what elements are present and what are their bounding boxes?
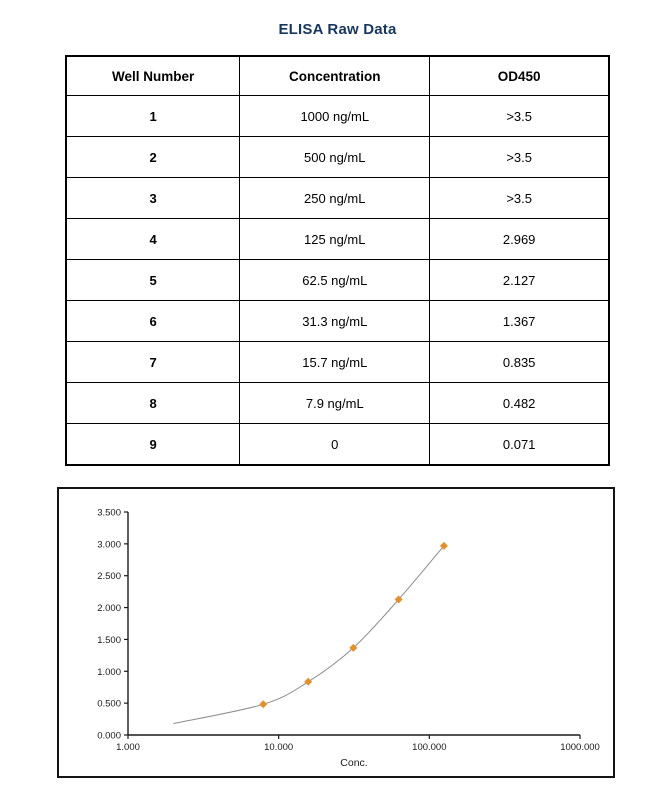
standard-curve-plot: 0.000 0.500 1.000 1.500 2.000 2.500 3.000 3.500…: [97, 508, 600, 770]
y-tick-label: 2.000: [97, 603, 121, 614]
table-row: 8 7.9 ng/mL 0.482: [65, 382, 610, 424]
x-axis-title: Conc.: [340, 757, 367, 769]
y-tick-label: 3.500: [97, 508, 121, 519]
standard-curve-chart: 0.000 0.500 1.000 1.500 2.000 2.500 3.000 3.500…: [57, 487, 615, 778]
table-header-row: Well Number Concentration OD450: [65, 55, 610, 96]
table-row: 9 0 0.071: [65, 423, 610, 466]
x-tick-label: 10.000: [264, 742, 293, 753]
well-number-cell: 3: [65, 177, 241, 219]
elisa-raw-data-table: Well Number Concentration OD450 1 1000 n…: [65, 55, 610, 466]
concentration-cell: 125 ng/mL: [239, 218, 431, 260]
od450-cell: >3.5: [429, 177, 610, 219]
od450-cell: >3.5: [429, 136, 610, 178]
x-tick-label: 1000.000: [560, 742, 600, 753]
od450-cell: 2.127: [429, 259, 610, 301]
col-header-concentration: Concentration: [239, 55, 431, 96]
od450-cell: 0.835: [429, 341, 610, 383]
y-tick-label: 2.500: [97, 571, 121, 582]
table-row: 2 500 ng/mL >3.5: [65, 136, 610, 178]
concentration-cell: 1000 ng/mL: [239, 95, 431, 137]
od450-cell: 0.482: [429, 382, 610, 424]
table-row: 7 15.7 ng/mL 0.835: [65, 341, 610, 383]
y-tick-label: 0.000: [97, 731, 121, 742]
well-number-cell: 2: [65, 136, 241, 178]
concentration-cell: 500 ng/mL: [239, 136, 431, 178]
x-tick-label: 1.000: [116, 742, 140, 753]
data-point-marker: [394, 595, 403, 604]
od450-cell: 0.071: [429, 423, 610, 466]
col-header-od450: OD450: [429, 55, 610, 96]
concentration-cell: 250 ng/mL: [239, 177, 431, 219]
table-row: 5 62.5 ng/mL 2.127: [65, 259, 610, 301]
table-row: 6 31.3 ng/mL 1.367: [65, 300, 610, 342]
well-number-cell: 5: [65, 259, 241, 301]
data-point-marker: [304, 677, 313, 686]
well-number-cell: 7: [65, 341, 241, 383]
page-title: ELISA Raw Data: [278, 21, 397, 38]
well-number-cell: 1: [65, 95, 241, 137]
table-row: 4 125 ng/mL 2.969: [65, 218, 610, 260]
data-point-marker: [259, 700, 268, 709]
y-tick-label: 3.000: [97, 539, 121, 550]
od450-cell: >3.5: [429, 95, 610, 137]
table-row: 3 250 ng/mL >3.5: [65, 177, 610, 219]
od450-cell: 2.969: [429, 218, 610, 260]
well-number-cell: 6: [65, 300, 241, 342]
concentration-cell: 31.3 ng/mL: [239, 300, 431, 342]
concentration-cell: 15.7 ng/mL: [239, 341, 431, 383]
x-tick-label: 100.000: [412, 742, 446, 753]
concentration-cell: 7.9 ng/mL: [239, 382, 431, 424]
data-point-marker: [349, 643, 358, 652]
well-number-cell: 4: [65, 218, 241, 260]
well-number-cell: 9: [65, 423, 241, 466]
col-header-well-number: Well Number: [65, 55, 241, 96]
concentration-cell: 0: [239, 423, 431, 466]
fit-curve: [173, 545, 445, 724]
y-tick-label: 1.000: [97, 667, 121, 678]
y-tick-label: 0.500: [97, 699, 121, 710]
concentration-cell: 62.5 ng/mL: [239, 259, 431, 301]
od450-cell: 1.367: [429, 300, 610, 342]
well-number-cell: 8: [65, 382, 241, 424]
data-point-marker: [439, 541, 448, 550]
y-tick-label: 1.500: [97, 635, 121, 646]
table-row: 1 1000 ng/mL >3.5: [65, 95, 610, 137]
